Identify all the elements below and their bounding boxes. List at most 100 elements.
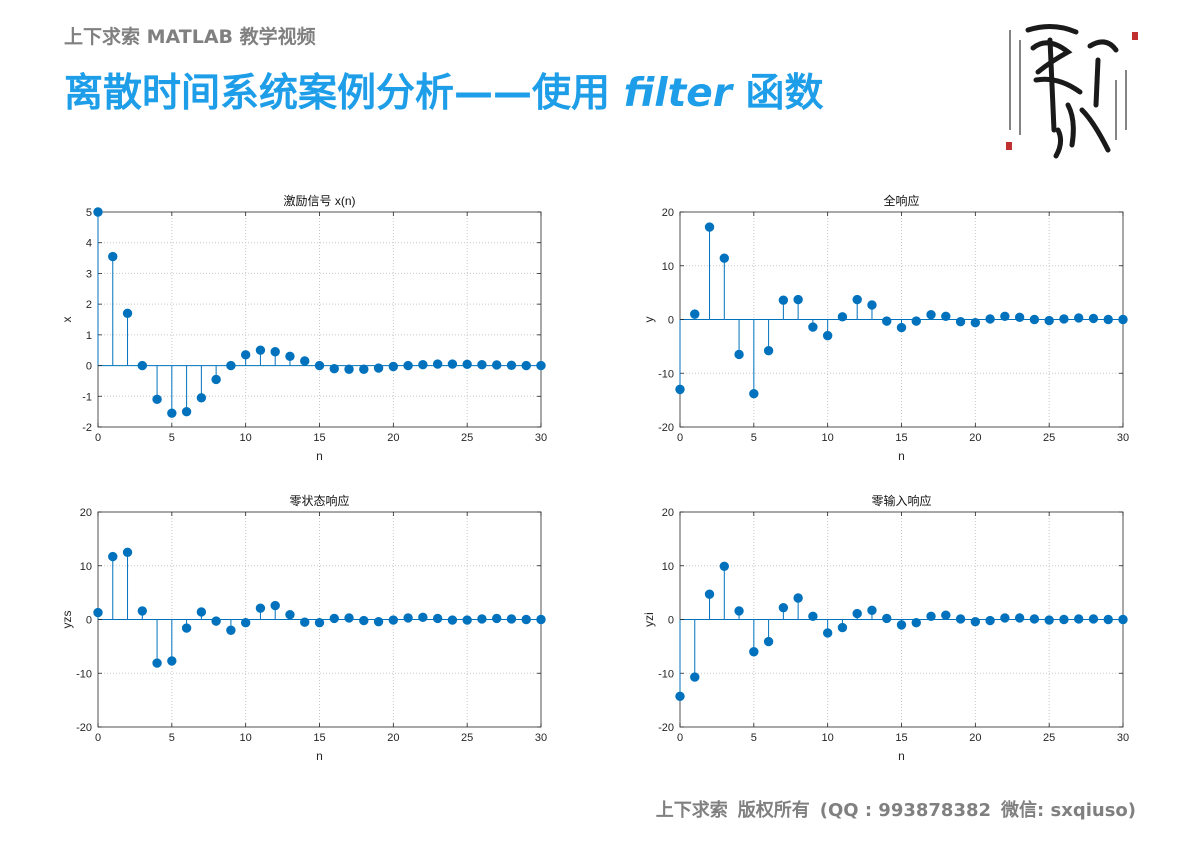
stem-marker xyxy=(690,672,700,682)
stem-marker xyxy=(808,611,818,621)
stem-marker xyxy=(344,613,354,623)
stem-marker xyxy=(226,625,236,635)
stem-marker xyxy=(1029,614,1040,624)
stem-marker xyxy=(837,622,848,633)
title-keyword: filter xyxy=(623,71,732,116)
course-label: 上下求索 MATLAB 教学视频 xyxy=(64,26,316,48)
stem-marker xyxy=(763,636,774,647)
stem-marker xyxy=(1044,315,1054,326)
stem-marker xyxy=(93,607,103,618)
stem-marker xyxy=(492,360,502,370)
stem-marker xyxy=(719,561,730,571)
x-tick-label: 20 xyxy=(969,732,981,744)
stem-marker xyxy=(734,349,744,360)
stem-marker xyxy=(852,294,862,305)
y-axis-label: yzs xyxy=(60,611,74,629)
y-tick-label: 2 xyxy=(86,299,92,311)
x-tick-label: 0 xyxy=(95,732,101,744)
x-tick-label: 25 xyxy=(1043,732,1055,744)
x-tick-label: 15 xyxy=(895,732,907,744)
x-tick-label: 30 xyxy=(535,432,547,444)
stem-marker xyxy=(255,603,266,613)
stem-marker xyxy=(1014,312,1025,323)
stem-marker xyxy=(181,623,192,633)
stem-marker xyxy=(793,294,803,305)
stem-marker xyxy=(675,691,685,702)
stem-marker xyxy=(359,364,369,374)
stem-marker xyxy=(808,322,818,332)
stem-marker xyxy=(985,615,995,626)
stem-marker xyxy=(388,361,399,372)
stem-marker xyxy=(388,615,399,625)
y-tick-label: -10 xyxy=(76,668,92,680)
stem-marker xyxy=(240,618,251,628)
y-tick-label: -2 xyxy=(82,422,92,434)
chart-title: 全响应 xyxy=(883,193,919,208)
stem-marker xyxy=(852,608,862,619)
stem-marker xyxy=(152,394,162,405)
stem-marker xyxy=(477,614,487,624)
chart-title: 零输入响应 xyxy=(871,493,931,508)
chart-full-response: 0 5 10 15 20 25 30 -20 -10 0 10 20 全响应 n y xyxy=(642,193,1129,463)
stem-marker xyxy=(1088,313,1099,324)
x-tick-label: 10 xyxy=(822,432,834,444)
stem-marker xyxy=(778,295,789,305)
y-tick-label: 5 xyxy=(86,207,92,219)
stem-marker xyxy=(1074,614,1084,624)
stem-marker xyxy=(300,356,310,366)
y-tick-label: 10 xyxy=(80,561,92,573)
stem-marker xyxy=(675,384,685,395)
y-tick-label: 0 xyxy=(668,315,674,327)
x-tick-label: 0 xyxy=(677,432,683,444)
stem-marker xyxy=(521,614,531,625)
chart-excitation: 0 5 10 15 20 25 30 -2 -1 0 1 2 3 4 5 激励信号 x(n) n x xyxy=(60,194,547,463)
footer-wechat: 微信: sxqiuso) xyxy=(1001,800,1136,821)
stem-marker xyxy=(329,363,339,374)
y-tick-label: 0 xyxy=(668,615,674,627)
stem-marker xyxy=(477,359,487,370)
stem-marker xyxy=(719,253,730,263)
x-tick-label: 10 xyxy=(822,732,834,744)
stem-marker xyxy=(926,611,936,621)
stem-marker xyxy=(285,609,295,620)
stem-marker xyxy=(211,616,221,626)
stem-marker xyxy=(911,316,921,326)
chart-zero-state-response: 0 5 10 15 20 25 30 -20 -10 0 10 20 零状态响应 n yzs xyxy=(60,493,547,763)
x-tick-label: 15 xyxy=(895,432,907,444)
stem-marker xyxy=(270,600,280,611)
stem-marker xyxy=(896,322,907,333)
x-axis-label: n xyxy=(316,749,323,763)
stem-marker xyxy=(926,309,936,320)
stem-marker xyxy=(941,311,951,321)
stem-marker xyxy=(1118,614,1128,625)
x-axis-label: n xyxy=(898,749,905,763)
x-tick-label: 5 xyxy=(169,732,175,744)
chart-title: 激励信号 x(n) xyxy=(283,194,355,208)
x-tick-label: 30 xyxy=(1117,732,1129,744)
x-tick-label: 5 xyxy=(169,432,175,444)
stem-marker xyxy=(536,360,546,371)
y-tick-label: -10 xyxy=(658,668,674,680)
stem-marker xyxy=(432,359,443,369)
chart-title: 零状态响应 xyxy=(289,493,349,508)
y-tick-label: 20 xyxy=(80,507,92,519)
y-tick-label: 20 xyxy=(662,507,674,519)
stem-marker xyxy=(196,607,207,617)
chart-zero-input-response: 0 5 10 15 20 25 30 -20 -10 0 10 20 零输入响应 n yzi xyxy=(642,493,1129,763)
x-tick-label: 10 xyxy=(240,732,252,744)
stem-marker xyxy=(896,620,907,630)
stem-marker xyxy=(108,251,118,262)
stem-marker xyxy=(137,360,148,371)
stem-marker xyxy=(181,406,192,417)
stem-marker xyxy=(300,617,310,627)
stem-marker xyxy=(778,602,789,613)
stem-marker xyxy=(373,616,384,627)
y-tick-label: 10 xyxy=(662,261,674,273)
stem-marker xyxy=(167,656,177,666)
stem-marker xyxy=(403,613,413,623)
stem-marker xyxy=(432,613,443,624)
stem-marker xyxy=(734,606,744,616)
y-tick-label: -20 xyxy=(658,722,674,734)
stem-marker xyxy=(941,610,951,620)
stem-marker xyxy=(1044,615,1054,625)
